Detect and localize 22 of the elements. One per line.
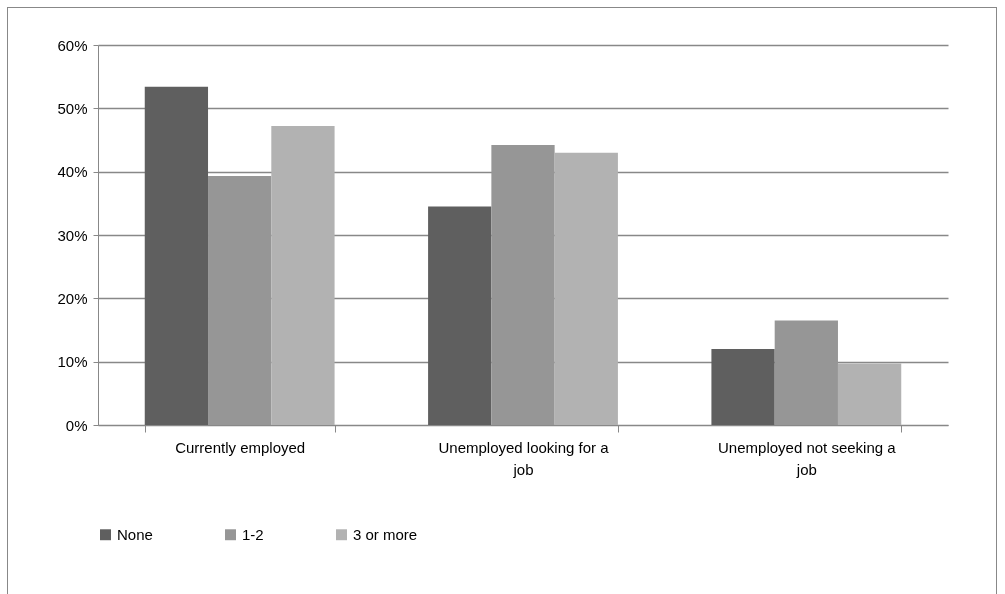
y-tick-label: 60% bbox=[57, 36, 88, 54]
x-tick-label: Unemployed looking for a job bbox=[438, 438, 610, 478]
y-tick-label: 30% bbox=[57, 226, 88, 244]
y-tick-label: 40% bbox=[57, 163, 88, 181]
y-tick-label: 20% bbox=[57, 289, 88, 307]
x-tick-label: Unemployed not seeking a job bbox=[718, 438, 897, 478]
y-tick-label: 10% bbox=[57, 353, 88, 371]
x-tick-label: Currently employed bbox=[175, 438, 306, 456]
legend-label: 1-2 bbox=[242, 525, 264, 543]
legend-label: 3 or more bbox=[353, 525, 418, 543]
bar bbox=[144, 86, 209, 425]
bar bbox=[428, 206, 492, 425]
bar bbox=[837, 363, 902, 425]
y-tick-label: 50% bbox=[57, 99, 88, 117]
bar bbox=[208, 176, 272, 425]
y-tick-label: 0% bbox=[65, 416, 88, 434]
bar bbox=[554, 152, 618, 425]
bar bbox=[491, 145, 555, 425]
bar bbox=[774, 320, 838, 425]
legend-label: None bbox=[117, 525, 153, 543]
bar bbox=[271, 126, 335, 425]
bar bbox=[711, 349, 775, 425]
